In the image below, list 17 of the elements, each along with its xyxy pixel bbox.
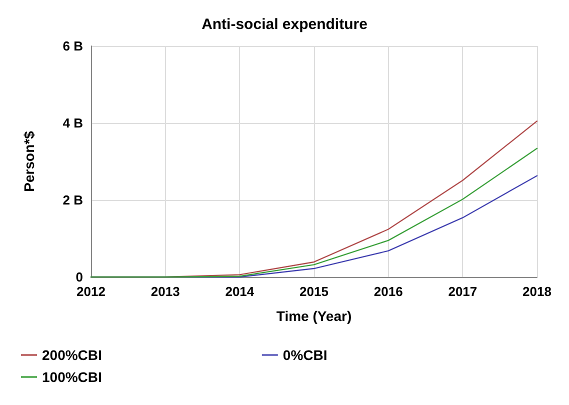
x-tick-label: 2018 <box>522 284 552 299</box>
y-tick-label: 6 B <box>62 38 83 54</box>
x-tick-label: 2014 <box>225 284 255 299</box>
legend-label: 100%CBI <box>42 369 102 385</box>
legend-label: 200%CBI <box>42 347 102 363</box>
x-tick-label: 2016 <box>374 284 403 299</box>
y-tick-label: 2 B <box>62 192 83 208</box>
x-tick-label: 2012 <box>76 284 106 299</box>
chart-title: Anti-social expenditure <box>202 16 368 33</box>
y-tick-label: 0 <box>76 270 83 284</box>
y-tick-label: 4 B <box>62 116 83 130</box>
x-tick-label: 2013 <box>150 284 180 299</box>
x-axis-title: Time (Year) <box>276 308 352 324</box>
x-tick-label: 2015 <box>300 284 328 299</box>
y-axis-title: Person*$ <box>21 130 37 192</box>
x-tick-label: 2017 <box>448 284 478 299</box>
legend-label: 0%CBI <box>282 347 328 363</box>
